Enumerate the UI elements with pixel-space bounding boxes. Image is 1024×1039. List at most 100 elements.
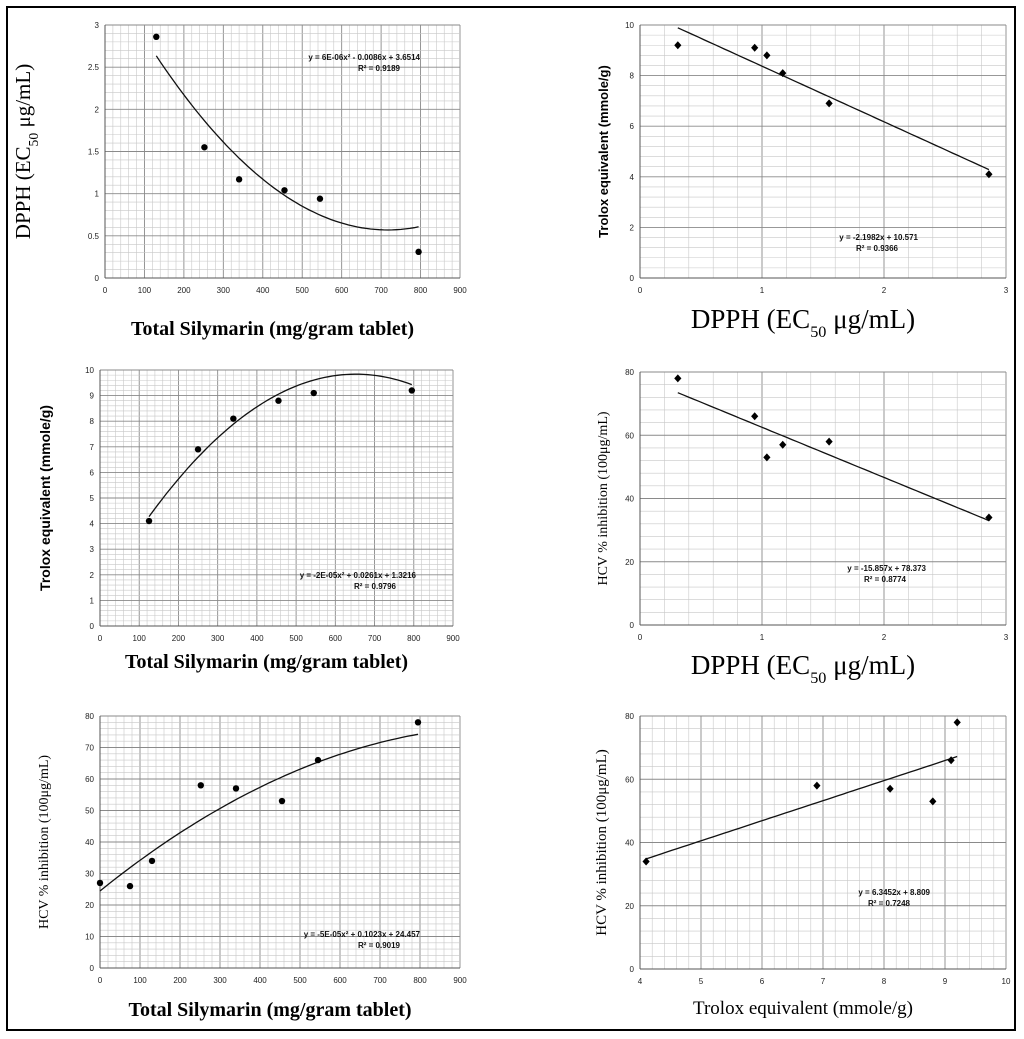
data-point bbox=[929, 797, 937, 806]
y-axis-label: HCV % inhibition (100μg/mL) bbox=[596, 411, 611, 585]
y-tick-label: 60 bbox=[625, 431, 634, 440]
x-tick-label: 800 bbox=[414, 286, 428, 295]
x-tick-label: 9 bbox=[943, 977, 948, 986]
chart-c2: 0 2 4 6 8 10 0 1 2 3 y = -2.1982x + 10.571 R² = 0.9… bbox=[596, 21, 1009, 341]
data-point bbox=[230, 415, 237, 422]
y-tick-label: 40 bbox=[85, 838, 94, 847]
data-point bbox=[763, 51, 771, 60]
x-tick-label: 2 bbox=[882, 633, 887, 642]
x-tick-label: 400 bbox=[256, 286, 270, 295]
x-tick-label: 4 bbox=[638, 977, 643, 986]
data-point bbox=[235, 176, 243, 183]
x-tick-label: 7 bbox=[821, 977, 826, 986]
x-tick-label: 500 bbox=[293, 976, 307, 985]
y-axis-label: Trolox equivalent (mmole/g) bbox=[37, 405, 53, 591]
x-tick-label: 800 bbox=[407, 634, 421, 643]
x-tick-label: 0 bbox=[103, 286, 108, 295]
data-point bbox=[96, 879, 104, 887]
gridlines bbox=[639, 24, 1007, 279]
x-tick-label: 300 bbox=[217, 286, 231, 295]
y-tick-label: 0 bbox=[95, 274, 100, 283]
data-point bbox=[148, 857, 156, 865]
x-tick-label: 5 bbox=[699, 977, 704, 986]
x-tick-label: 200 bbox=[172, 634, 186, 643]
trendline bbox=[99, 733, 419, 892]
x-tick-label: 300 bbox=[213, 976, 227, 985]
trend-equation: y = -5E-05x² + 0.1023x + 24.457 bbox=[304, 930, 421, 939]
data-point bbox=[316, 195, 324, 202]
y-tick-label: 0 bbox=[630, 274, 635, 283]
data-point bbox=[751, 412, 759, 421]
y-tick-label: 2 bbox=[630, 223, 635, 232]
trendline bbox=[645, 755, 958, 860]
x-tick-label: 600 bbox=[329, 634, 343, 643]
x-tick-label: 100 bbox=[133, 634, 147, 643]
y-tick-label: 40 bbox=[625, 839, 634, 848]
x-tick-label: 10 bbox=[1002, 977, 1011, 986]
y-tick-label: 6 bbox=[630, 122, 635, 131]
trendline bbox=[677, 392, 990, 522]
data-point bbox=[985, 513, 993, 522]
y-tick-label: 10 bbox=[85, 933, 94, 942]
y-tick-label: 20 bbox=[625, 558, 634, 567]
gridlines bbox=[99, 369, 454, 627]
x-tick-label: 200 bbox=[177, 286, 191, 295]
y-tick-label: 2.5 bbox=[88, 63, 100, 72]
data-point bbox=[201, 144, 208, 151]
r-squared: R² = 0.9019 bbox=[358, 941, 401, 950]
x-tick-label: 700 bbox=[374, 286, 388, 295]
y-axis-label: Trolox equivalent (mmole/g) bbox=[596, 65, 611, 238]
x-tick-label: 900 bbox=[453, 976, 467, 985]
y-tick-label: 10 bbox=[625, 21, 634, 30]
x-tick-label: 600 bbox=[333, 976, 347, 985]
x-tick-label: 400 bbox=[250, 634, 264, 643]
trendline bbox=[155, 55, 419, 231]
y-tick-label: 2 bbox=[95, 105, 100, 114]
data-point bbox=[145, 517, 153, 525]
data-point bbox=[415, 248, 422, 256]
y-tick-label: 40 bbox=[625, 495, 634, 504]
y-tick-label: 9 bbox=[90, 392, 95, 401]
y-tick-label: 1 bbox=[95, 190, 100, 199]
data-point bbox=[197, 782, 204, 789]
y-tick-label: 60 bbox=[85, 775, 94, 784]
y-tick-label: 30 bbox=[85, 870, 94, 879]
data-point bbox=[674, 374, 682, 383]
x-tick-label: 0 bbox=[98, 634, 103, 643]
data-point bbox=[953, 718, 961, 727]
r-squared: R² = 0.7248 bbox=[868, 899, 911, 908]
chart-c1: 0 0.5 1 1.5 2 2.5 3 0 100 200 300 400 500 600 700 800 90… bbox=[11, 21, 467, 340]
y-tick-label: 5 bbox=[90, 494, 95, 503]
data-point bbox=[194, 446, 202, 453]
y-tick-label: 80 bbox=[625, 368, 634, 377]
trend-equation: y = -2.1982x + 10.571 bbox=[839, 233, 918, 242]
y-tick-label: 1.5 bbox=[88, 148, 100, 157]
x-axis-label: Total Silymarin (mg/gram tablet) bbox=[131, 318, 414, 340]
trend-equation: y = 6E-06x² - 0.0086x + 3.6514 bbox=[308, 53, 420, 62]
x-tick-label: 3 bbox=[1004, 286, 1009, 295]
x-axis-label: Total Silymarin (mg/gram tablet) bbox=[128, 999, 411, 1021]
data-point bbox=[779, 69, 787, 78]
y-tick-label: 2 bbox=[90, 571, 95, 580]
data-point bbox=[310, 389, 317, 397]
x-axis-label: Trolox equivalent (mmole/g) bbox=[693, 998, 913, 1019]
y-axis-label: HCV % inhibition (100μg/mL) bbox=[37, 755, 52, 929]
r-squared: R² = 0.8774 bbox=[864, 575, 907, 584]
x-axis-label: Total Silymarin (mg/gram tablet) bbox=[125, 651, 408, 673]
data-point bbox=[314, 756, 322, 764]
data-point bbox=[779, 440, 787, 449]
chart-c6: 0 20 40 60 80 4 5 6 7 8 9 10 y = 6.3452x + 8.809 R² =… bbox=[594, 712, 1011, 1019]
data-point bbox=[947, 756, 955, 765]
y-axis-label: DPPH (EC50 μg/mL) bbox=[11, 64, 41, 239]
gridlines bbox=[639, 371, 1007, 626]
data-point bbox=[153, 33, 160, 41]
gridlines bbox=[104, 24, 461, 279]
x-tick-label: 6 bbox=[760, 977, 765, 986]
x-tick-label: 800 bbox=[413, 976, 427, 985]
x-tick-label: 900 bbox=[446, 634, 460, 643]
data-point bbox=[825, 99, 833, 108]
y-tick-label: 50 bbox=[85, 807, 94, 816]
